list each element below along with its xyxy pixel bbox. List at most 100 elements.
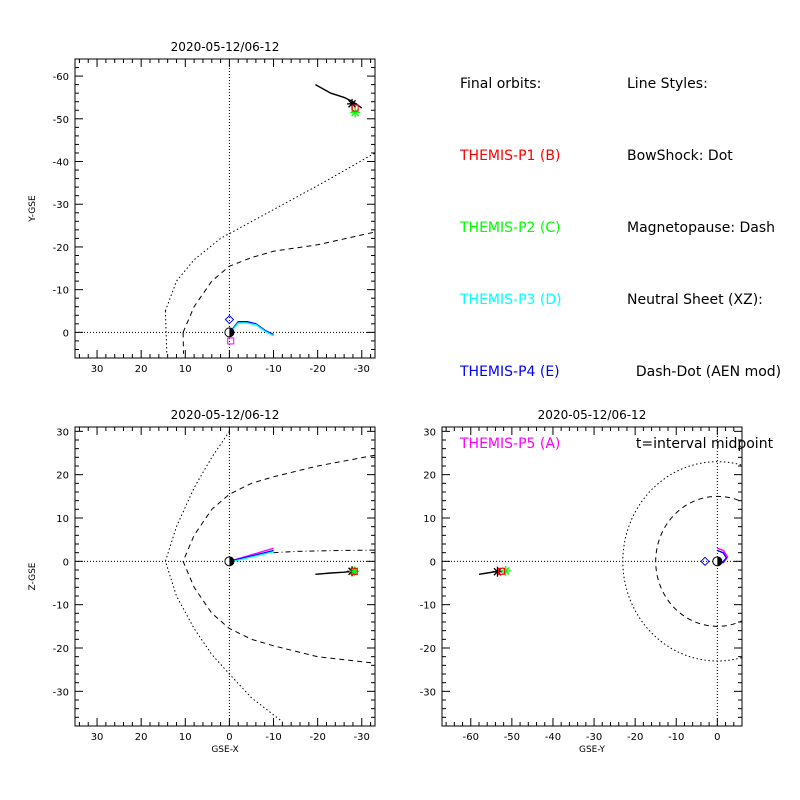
y-tick-label: 30 <box>423 427 436 438</box>
star-stroke <box>501 566 510 575</box>
y-tick-label: -50 <box>53 115 69 126</box>
bow-shock-line <box>622 461 742 662</box>
y-tick-label: -30 <box>420 687 436 698</box>
x-tick-label: -40 <box>545 732 561 743</box>
x-tick-label: -10 <box>668 732 684 743</box>
x-tick-label: -10 <box>265 732 281 743</box>
legend-probe-p1: THEMIS-P1 (B) <box>460 148 561 164</box>
magnetopause-line <box>182 231 375 333</box>
y-tick-label: -20 <box>53 243 69 254</box>
bow-shock-line <box>164 431 283 723</box>
x-tick-label: -20 <box>309 364 325 375</box>
legend-style-dash-dot: Dash-Dot (AEN mod) <box>627 364 782 380</box>
legend-style-magnetopause: Magnetopause: Dash <box>627 220 776 236</box>
x-tick-label: 20 <box>135 732 148 743</box>
x-tick-label: -10 <box>265 364 281 375</box>
y-axis-label: Z-GSE <box>28 562 38 590</box>
legend-final-orbits: Final orbits: THEMIS-P1 (B) THEMIS-P2 (C… <box>460 24 562 480</box>
legend-probe-p2: THEMIS-P2 (C) <box>460 220 561 236</box>
y-tick-label: 0 <box>430 557 436 568</box>
legend-line-styles: Line Styles: BowShock: Dot Magnetopause:… <box>627 24 781 480</box>
x-tick-label: 20 <box>135 364 148 375</box>
legend-probe-p4: THEMIS-P4 (E) <box>460 364 560 380</box>
y-tick-label: -20 <box>420 644 436 655</box>
x-tick-label: 0 <box>714 732 720 743</box>
plot-area <box>442 427 742 726</box>
plot-frame <box>74 58 376 359</box>
y-tick-label: -30 <box>53 200 69 211</box>
chart-title: 2020-05-12/06-12 <box>171 408 280 422</box>
x-tick-label: -30 <box>354 732 370 743</box>
neutral-sheet-line <box>273 549 375 554</box>
panel-1: 30 20 10 0 -10 -20 -30 -60 -50 -40 -30 -20 -10 0 2020-… <box>28 40 376 375</box>
y-tick-label: -60 <box>53 72 69 83</box>
position-diamond-marker <box>700 556 710 567</box>
legend-orbits-title: Final orbits: <box>460 76 542 92</box>
earth-icon <box>224 556 235 567</box>
chart-title: 2020-05-12/06-12 <box>538 408 647 422</box>
earth-icon <box>712 556 723 567</box>
legend-style-neutral-sheet: Neutral Sheet (XZ): <box>627 292 763 308</box>
y-tick-label: 20 <box>56 471 69 482</box>
position-square-marker <box>227 337 235 345</box>
bow-shock-line <box>164 310 168 354</box>
x-tick-label: 30 <box>91 364 104 375</box>
legend-style-bowshock: BowShock: Dot <box>627 148 733 164</box>
star-stroke <box>493 567 502 576</box>
x-axis-label: GSE-X <box>211 745 238 755</box>
bow-shock-line <box>164 152 375 312</box>
x-tick-label: -60 <box>463 732 479 743</box>
x-axis-label: GSE-Y <box>579 745 606 755</box>
position-star-marker <box>350 107 361 118</box>
y-tick-label: 30 <box>56 427 69 438</box>
x-tick-label: 10 <box>179 732 192 743</box>
y-tick-label: -10 <box>53 286 69 297</box>
x-tick-label: -20 <box>627 732 643 743</box>
y-tick-label: 0 <box>63 557 69 568</box>
x-tick-label: 0 <box>226 732 232 743</box>
plot-area <box>75 427 375 726</box>
chart-title: 2020-05-12/06-12 <box>171 40 280 54</box>
star-stroke <box>351 108 360 117</box>
star-stroke <box>348 99 357 108</box>
y-tick-label: 10 <box>56 514 69 525</box>
p1-p2-trace-line <box>315 83 363 109</box>
x-tick-label: -30 <box>354 364 370 375</box>
magnetopause-line <box>182 454 375 664</box>
panel-2: 30 20 10 0 -10 -20 -30 -30 -20 -10 0 10 20 30 2020-05-… <box>28 408 376 755</box>
x-tick-label: 30 <box>91 732 104 743</box>
y-tick-label: 10 <box>423 514 436 525</box>
position-square-marker <box>350 567 358 575</box>
x-tick-label: -20 <box>309 732 325 743</box>
x-tick-label: -30 <box>586 732 602 743</box>
y-tick-label: -30 <box>53 687 69 698</box>
p3-p4-p5-orbit-line <box>229 549 274 562</box>
plot-area <box>75 59 375 358</box>
x-tick-label: 10 <box>179 364 192 375</box>
x-tick-label: 0 <box>226 364 232 375</box>
earth-night-side <box>717 556 722 566</box>
legend-style-midpoint: t=interval midpoint <box>627 436 774 452</box>
legend-probe-p3: THEMIS-P3 (D) <box>460 292 562 308</box>
earth-night-side <box>229 556 234 566</box>
legend-probe-p5: THEMIS-P5 (A) <box>460 436 561 452</box>
earth-night-side <box>229 327 234 337</box>
y-tick-label: -40 <box>53 158 69 169</box>
plot-frame <box>74 426 376 727</box>
panel-3: -60 -50 -40 -30 -20 -10 0 -30 -20 -10 0 10 20 30 2020-… <box>420 408 743 755</box>
y-tick-label: 0 <box>63 328 69 339</box>
y-tick-label: -10 <box>420 601 436 612</box>
y-tick-label: -20 <box>53 644 69 655</box>
p3-p4-p5-orbit-line <box>229 551 274 563</box>
plot-frame <box>441 426 743 727</box>
y-axis-label: Y-GSE <box>28 195 38 223</box>
star-stroke <box>350 567 359 576</box>
position-diamond-marker <box>224 314 235 325</box>
x-tick-label: -50 <box>504 732 520 743</box>
y-tick-label: -10 <box>53 601 69 612</box>
earth-icon <box>224 327 235 338</box>
p3-p4-p5-orbit-line <box>228 322 274 337</box>
legend-styles-title: Line Styles: <box>627 76 708 92</box>
position-square-marker <box>351 104 359 112</box>
